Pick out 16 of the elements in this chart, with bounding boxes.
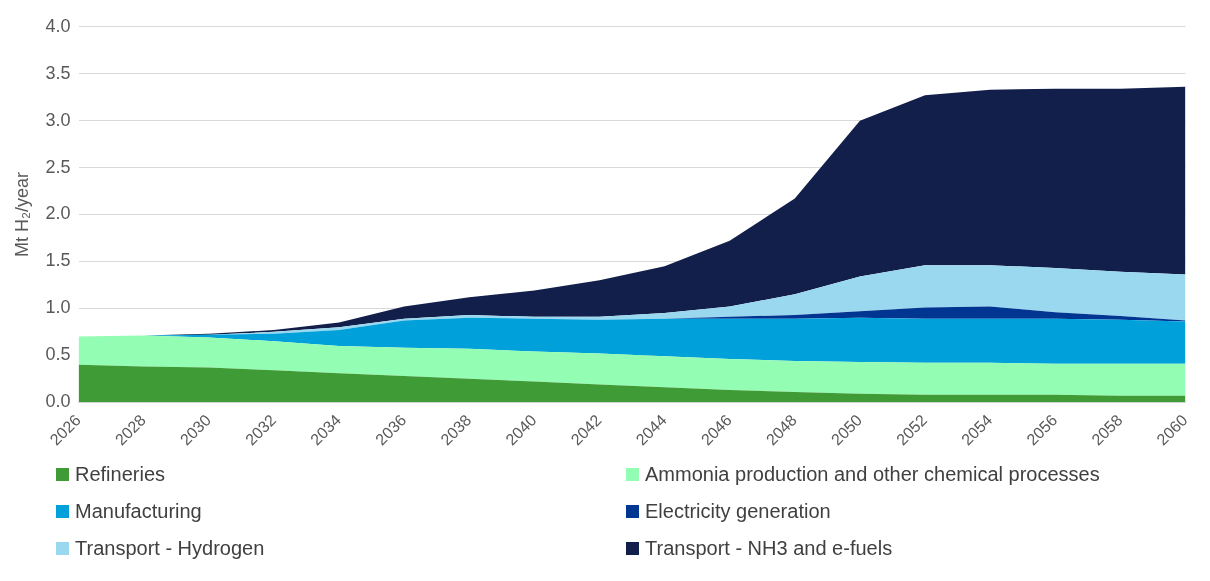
y-tick-label: 0.0: [45, 391, 71, 412]
y-tick-label: 2.5: [45, 156, 71, 177]
y-tick-label: 4.0: [45, 15, 71, 36]
legend-label: Refineries: [75, 463, 166, 486]
y-tick-label: 3.5: [45, 62, 71, 83]
legend-label: Electricity generation: [645, 500, 831, 523]
y-tick-label: 2.0: [45, 203, 71, 224]
legend-label: Ammonia production and other chemical processes: [645, 463, 1100, 486]
y-axis-title: Mt H₂/year: [11, 172, 32, 258]
legend-label: Manufacturing: [75, 500, 202, 523]
legend-label: Transport - NH3 and e-fuels: [645, 537, 893, 560]
y-tick-label: 1.0: [45, 297, 71, 318]
y-tick-label: 0.5: [45, 344, 71, 365]
y-tick-label: 3.0: [45, 109, 71, 130]
y-tick-label: 1.5: [45, 250, 71, 271]
legend-label: Transport - Hydrogen: [75, 537, 265, 560]
